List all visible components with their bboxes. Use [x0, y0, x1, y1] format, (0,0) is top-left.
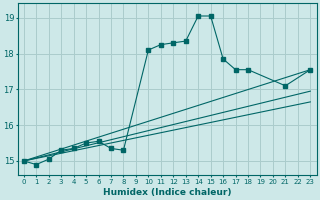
X-axis label: Humidex (Indice chaleur): Humidex (Indice chaleur) [103, 188, 231, 197]
